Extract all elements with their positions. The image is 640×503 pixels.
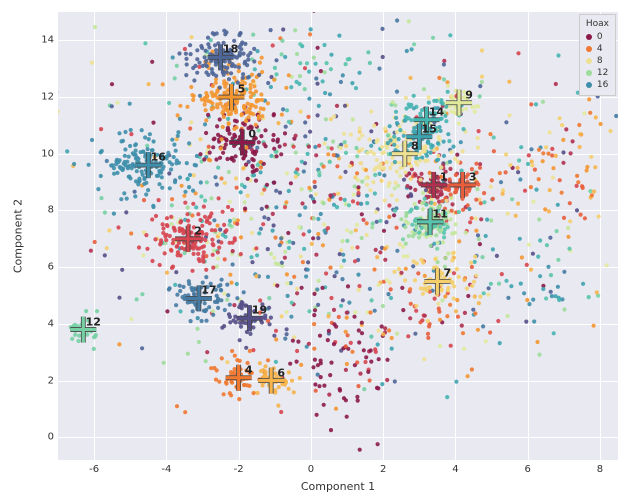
plot-area <box>58 12 618 460</box>
grid-line <box>58 40 618 41</box>
y-tick-label: 0 <box>34 432 54 443</box>
grid-line <box>58 154 618 155</box>
legend-dot-icon <box>586 58 592 64</box>
legend-item: 4 <box>586 43 609 55</box>
x-tick-label: 2 <box>380 464 386 475</box>
legend: Hoax 0481216 <box>579 14 616 96</box>
legend-dot-icon <box>586 46 592 52</box>
y-tick-label: 4 <box>34 318 54 329</box>
grid-line <box>166 12 167 460</box>
y-tick-label: 2 <box>34 375 54 386</box>
legend-title: Hoax <box>586 19 609 29</box>
grid-line <box>58 437 618 438</box>
y-tick-label: 8 <box>34 205 54 216</box>
x-tick-label: -4 <box>161 464 171 475</box>
y-tick-label: 14 <box>34 35 54 46</box>
x-tick-label: 4 <box>452 464 458 475</box>
grid-line <box>528 12 529 460</box>
x-tick-label: 0 <box>308 464 314 475</box>
grid-line <box>58 97 618 98</box>
grid-line <box>58 381 618 382</box>
legend-item: 12 <box>586 67 609 79</box>
legend-item-label: 4 <box>597 43 603 55</box>
x-tick-label: 6 <box>524 464 530 475</box>
legend-item-label: 8 <box>597 55 603 67</box>
legend-item: 0 <box>586 31 609 43</box>
grid-line <box>94 12 95 460</box>
legend-dot-icon <box>586 70 592 76</box>
y-tick-label: 10 <box>34 148 54 159</box>
legend-dot-icon <box>586 34 592 40</box>
legend-item-label: 0 <box>597 31 603 43</box>
x-axis-label: Component 1 <box>301 480 375 493</box>
grid-line <box>58 267 618 268</box>
figure: Component 1 Component 2 Hoax 0481216 -6-… <box>0 0 640 503</box>
x-tick-label: -6 <box>89 464 99 475</box>
legend-item: 8 <box>586 55 609 67</box>
legend-item-label: 16 <box>597 79 608 91</box>
grid-line <box>383 12 384 460</box>
legend-item-label: 12 <box>597 67 608 79</box>
y-axis-label: Component 2 <box>12 199 25 273</box>
grid-line <box>58 324 618 325</box>
grid-line <box>455 12 456 460</box>
grid-line <box>239 12 240 460</box>
y-tick-label: 6 <box>34 262 54 273</box>
x-tick-label: -2 <box>234 464 244 475</box>
legend-dot-icon <box>586 82 592 88</box>
x-tick-label: 8 <box>597 464 603 475</box>
y-tick-label: 12 <box>34 92 54 103</box>
legend-item: 16 <box>586 79 609 91</box>
grid-line <box>58 210 618 211</box>
grid-line <box>311 12 312 460</box>
